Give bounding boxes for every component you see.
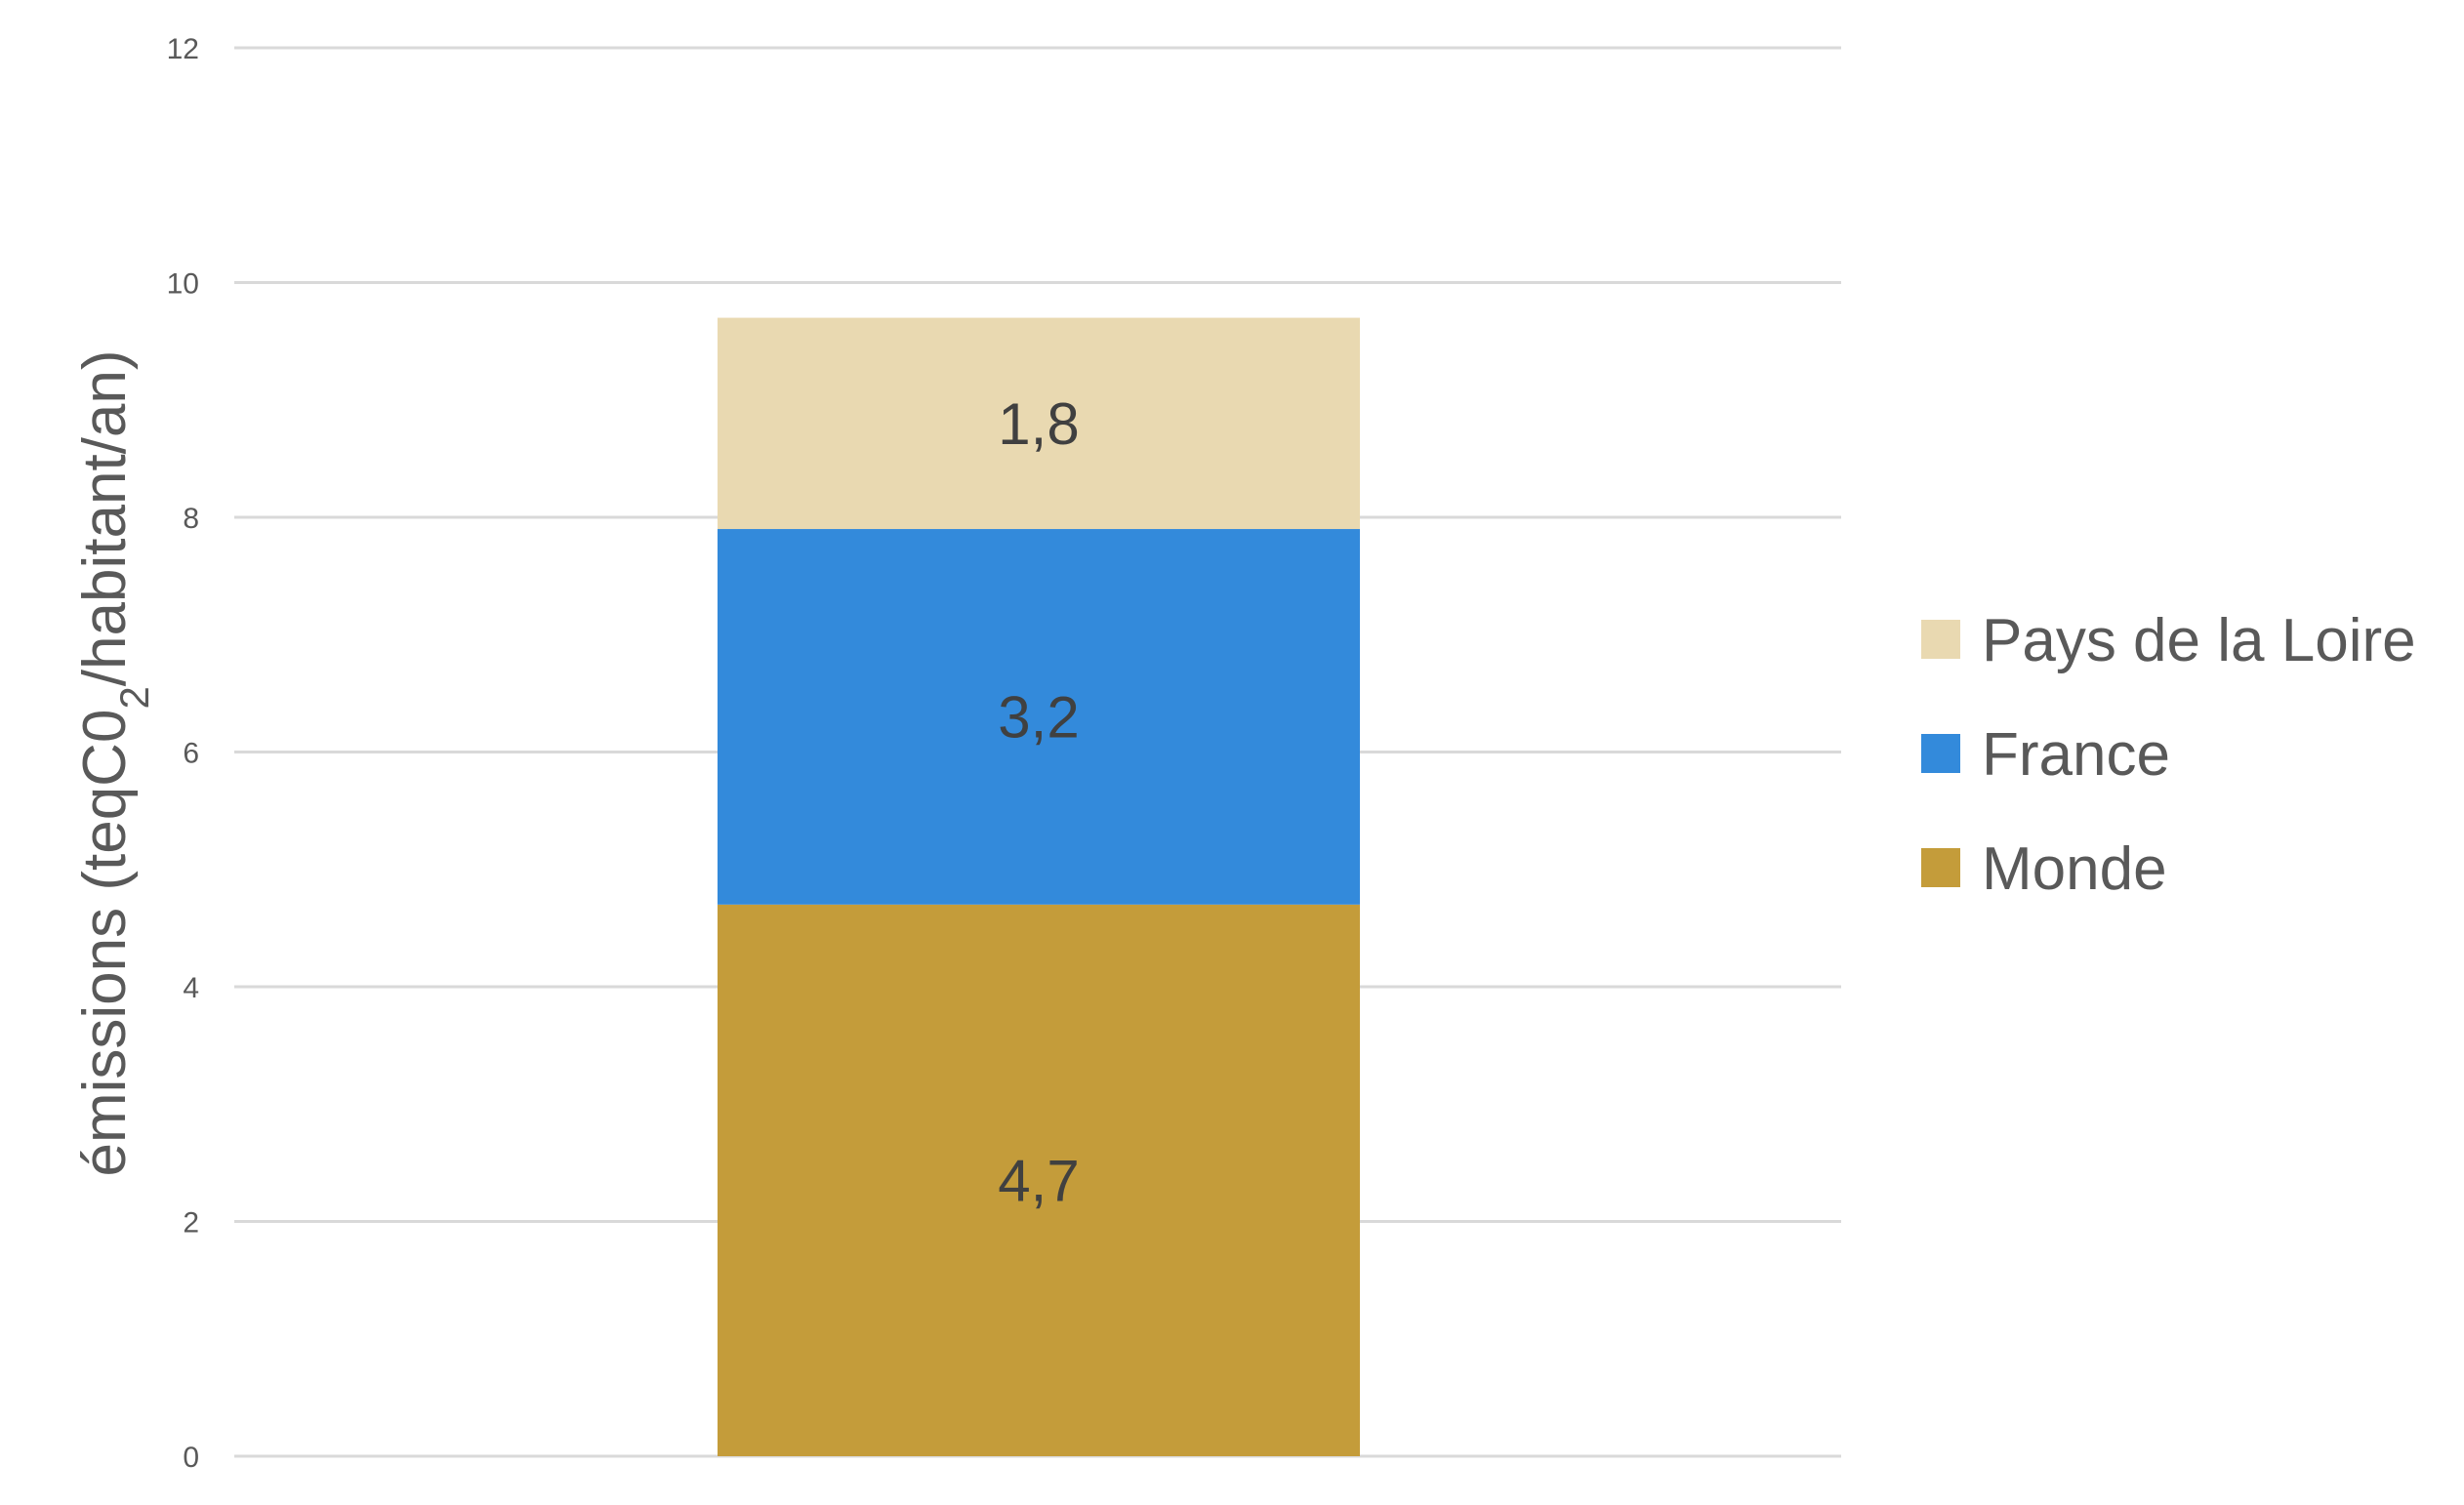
y-tick-label-8: 8 (183, 503, 199, 535)
legend: Pays de la Loire France Monde (1921, 607, 2416, 903)
y-tick-label-4: 4 (183, 972, 199, 1004)
y-axis-ticks: 0 2 4 6 8 10 12 (167, 33, 199, 1474)
legend-swatch-monde (1921, 848, 1960, 887)
legend-swatch-france (1921, 734, 1960, 773)
bar-segments (718, 317, 1360, 1456)
y-tick-label-2: 2 (183, 1207, 199, 1240)
bar-segment-monde (718, 904, 1360, 1456)
y-axis-title-subscript: 2 (111, 686, 157, 709)
legend-label-monde: Monde (1982, 835, 2167, 903)
data-labels: 4,7 3,2 1,8 (998, 391, 1079, 1214)
data-label-pays-de-la-loire: 1,8 (998, 391, 1079, 457)
legend-label-france: France (1982, 721, 2170, 789)
y-tick-label-0: 0 (183, 1442, 199, 1474)
y-axis-title: émissions (teqC02/habitant/an) (71, 349, 157, 1176)
data-label-monde: 4,7 (998, 1148, 1079, 1213)
y-tick-label-12: 12 (167, 33, 199, 65)
data-label-france: 3,2 (998, 684, 1079, 750)
y-axis-title-prefix: émissions (teqC0 (71, 710, 139, 1177)
y-axis-title-suffix: /habitant/an) (71, 349, 139, 686)
bar-segment-france (718, 529, 1360, 905)
legend-label-pays-de-la-loire: Pays de la Loire (1982, 607, 2416, 674)
legend-swatch-pays-de-la-loire (1921, 620, 1960, 659)
bar-segment-pays-de-la-loire (718, 317, 1360, 530)
y-tick-label-6: 6 (183, 738, 199, 770)
y-tick-label-10: 10 (167, 268, 199, 301)
